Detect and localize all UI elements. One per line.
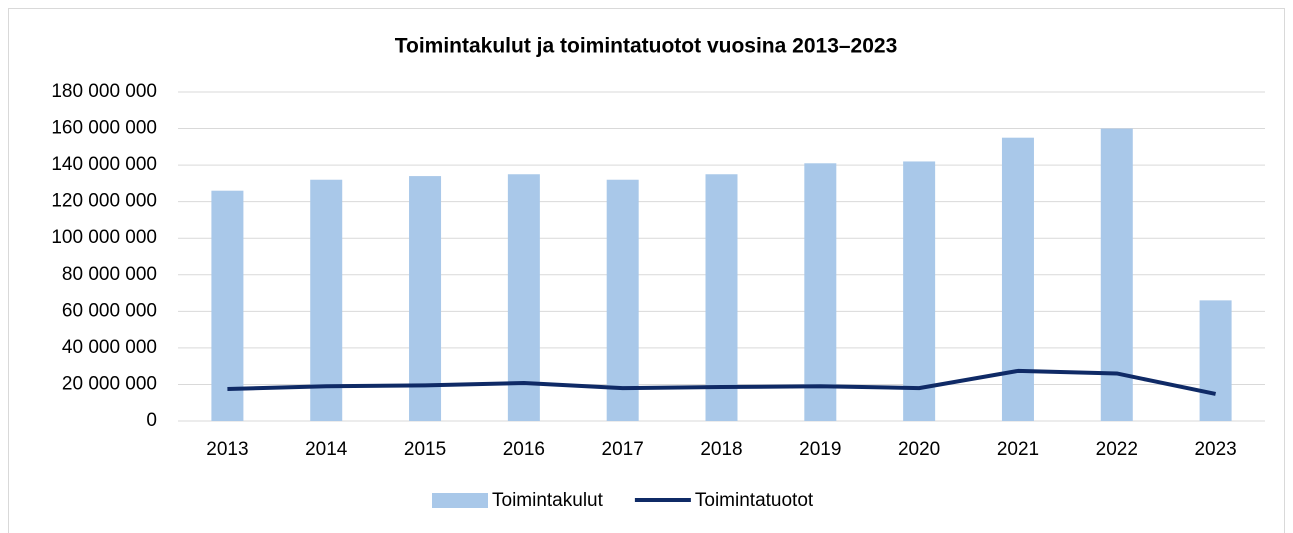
x-tick-label: 2021 — [997, 439, 1039, 460]
bar — [1001, 137, 1034, 421]
bar — [310, 179, 343, 421]
bar — [606, 179, 639, 421]
bar — [211, 190, 244, 421]
x-tick-label: 2017 — [602, 439, 644, 460]
y-tick-label: 80 000 000 — [62, 264, 157, 285]
y-tick-label: 40 000 000 — [62, 337, 157, 358]
bar — [1199, 300, 1232, 421]
x-tick-label: 2022 — [1096, 439, 1138, 460]
x-tick-label: 2013 — [206, 439, 248, 460]
legend-label: Toimintakulut — [492, 490, 604, 511]
y-tick-label: 140 000 000 — [51, 154, 157, 175]
line — [227, 368, 1216, 396]
x-tick-label: 2016 — [503, 439, 545, 460]
y-tick-label: 120 000 000 — [51, 191, 157, 212]
y-tick-label: 160 000 000 — [51, 118, 157, 139]
legend-label: Toimintatuotot — [695, 490, 814, 511]
y-tick-label: 100 000 000 — [51, 227, 157, 248]
x-tick-label: 2018 — [700, 439, 742, 460]
y-tick-label: 180 000 000 — [51, 81, 157, 102]
bar — [409, 176, 442, 421]
legend-swatch — [432, 493, 488, 508]
bar — [507, 174, 540, 421]
y-tick-label: 20 000 000 — [62, 373, 157, 394]
x-tick-label: 2023 — [1194, 439, 1236, 460]
bar — [705, 174, 738, 421]
chart-frame — [8, 8, 1285, 533]
y-tick-label: 60 000 000 — [62, 300, 157, 321]
x-tick-label: 2015 — [404, 439, 446, 460]
bar — [903, 161, 936, 421]
x-tick-label: 2020 — [898, 439, 940, 460]
x-tick-label: 2014 — [305, 439, 348, 460]
bar — [804, 163, 837, 422]
y-tick-label: 0 — [146, 410, 157, 431]
x-tick-label: 2019 — [799, 439, 841, 460]
chart-title: Toimintakulut ja toimintatuotot vuosina … — [395, 35, 898, 58]
